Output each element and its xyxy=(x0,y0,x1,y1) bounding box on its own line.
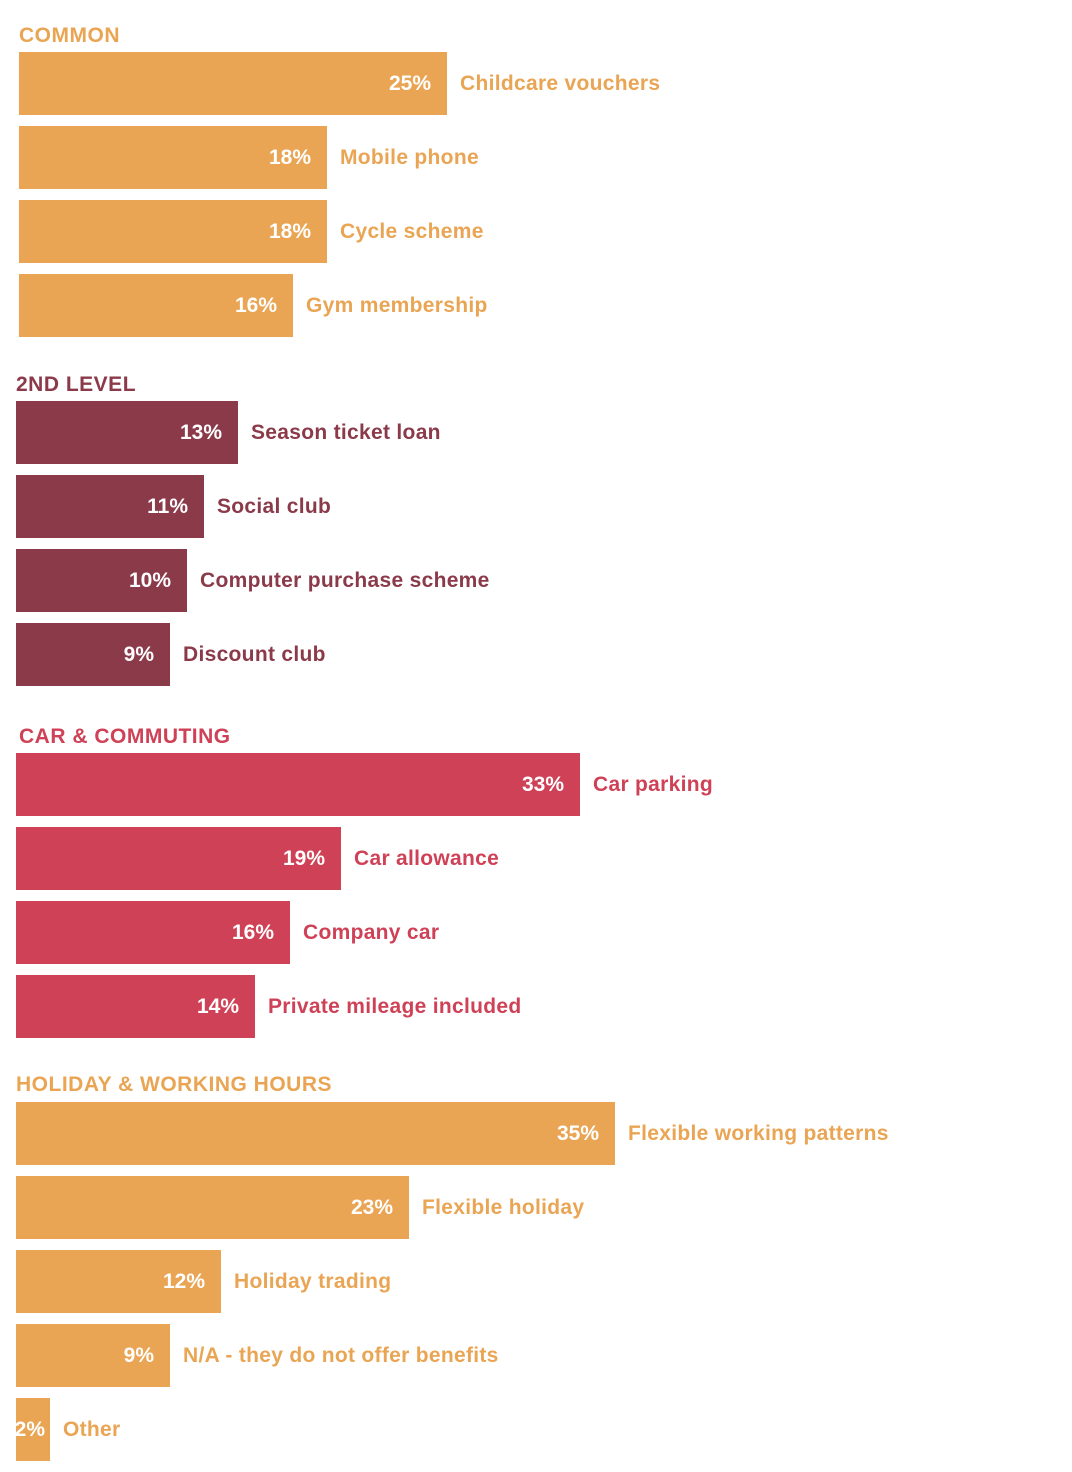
bar: 23% xyxy=(16,1176,409,1239)
bar: 16% xyxy=(16,901,290,964)
bar-value-label: 9% xyxy=(123,643,154,666)
bar: 9% xyxy=(16,623,170,686)
bar-value-label: 25% xyxy=(388,72,431,95)
bar-value-label: 13% xyxy=(179,421,222,444)
bar-value-label: 19% xyxy=(282,847,325,870)
bar-value-label: 33% xyxy=(521,773,564,796)
category-label: Car parking xyxy=(593,773,713,796)
category-label: Computer purchase scheme xyxy=(200,569,490,592)
category-label: Holiday trading xyxy=(234,1270,392,1293)
category-label: Car allowance xyxy=(354,847,500,870)
bar-value-label: 11% xyxy=(147,495,188,518)
category-label: Flexible holiday xyxy=(422,1196,585,1219)
category-label: Mobile phone xyxy=(340,146,479,169)
bar: 18% xyxy=(19,126,327,189)
bar: 13% xyxy=(16,401,238,464)
bar-value-label: 12% xyxy=(162,1270,205,1293)
bar-value-label: 10% xyxy=(128,569,171,592)
category-label: Discount club xyxy=(183,643,326,666)
bar-value-label: 2% xyxy=(14,1418,45,1441)
bar: 18% xyxy=(19,200,327,263)
bar: 2% xyxy=(14,1398,50,1461)
bar-value-label: 16% xyxy=(234,294,277,317)
bar: 14% xyxy=(16,975,255,1038)
group-heading: CAR & COMMUTING xyxy=(19,725,231,748)
group-heading: COMMON xyxy=(19,24,120,47)
category-label: Social club xyxy=(217,495,332,518)
category-label: Flexible working patterns xyxy=(628,1122,889,1145)
group-heading: HOLIDAY & WORKING HOURS xyxy=(16,1073,333,1096)
category-label: Gym membership xyxy=(306,294,488,317)
category-label: Private mileage included xyxy=(268,995,522,1018)
bar-value-label: 16% xyxy=(231,921,274,944)
bar: 11% xyxy=(16,475,204,538)
category-label: Season ticket loan xyxy=(251,421,441,444)
group-heading: 2ND LEVEL xyxy=(16,373,137,396)
category-label: Company car xyxy=(303,921,440,944)
bar: 25% xyxy=(19,52,447,115)
category-label: Childcare vouchers xyxy=(460,72,661,95)
bar-value-label: 14% xyxy=(196,995,239,1018)
bar-value-label: 18% xyxy=(268,146,311,169)
bar-value-label: 35% xyxy=(556,1122,599,1145)
bar-value-label: 23% xyxy=(350,1196,393,1219)
category-label: N/A - they do not offer benefits xyxy=(183,1344,499,1367)
bar-value-label: 18% xyxy=(268,220,311,243)
bar: 9% xyxy=(16,1324,170,1387)
bar: 19% xyxy=(16,827,341,890)
category-label: Cycle scheme xyxy=(340,220,484,243)
bar: 35% xyxy=(16,1102,615,1165)
bar: 12% xyxy=(16,1250,221,1313)
bar: 16% xyxy=(19,274,293,337)
bar: 33% xyxy=(16,753,580,816)
bar: 10% xyxy=(16,549,187,612)
category-label: Other xyxy=(63,1418,121,1441)
bar-value-label: 9% xyxy=(123,1344,154,1367)
